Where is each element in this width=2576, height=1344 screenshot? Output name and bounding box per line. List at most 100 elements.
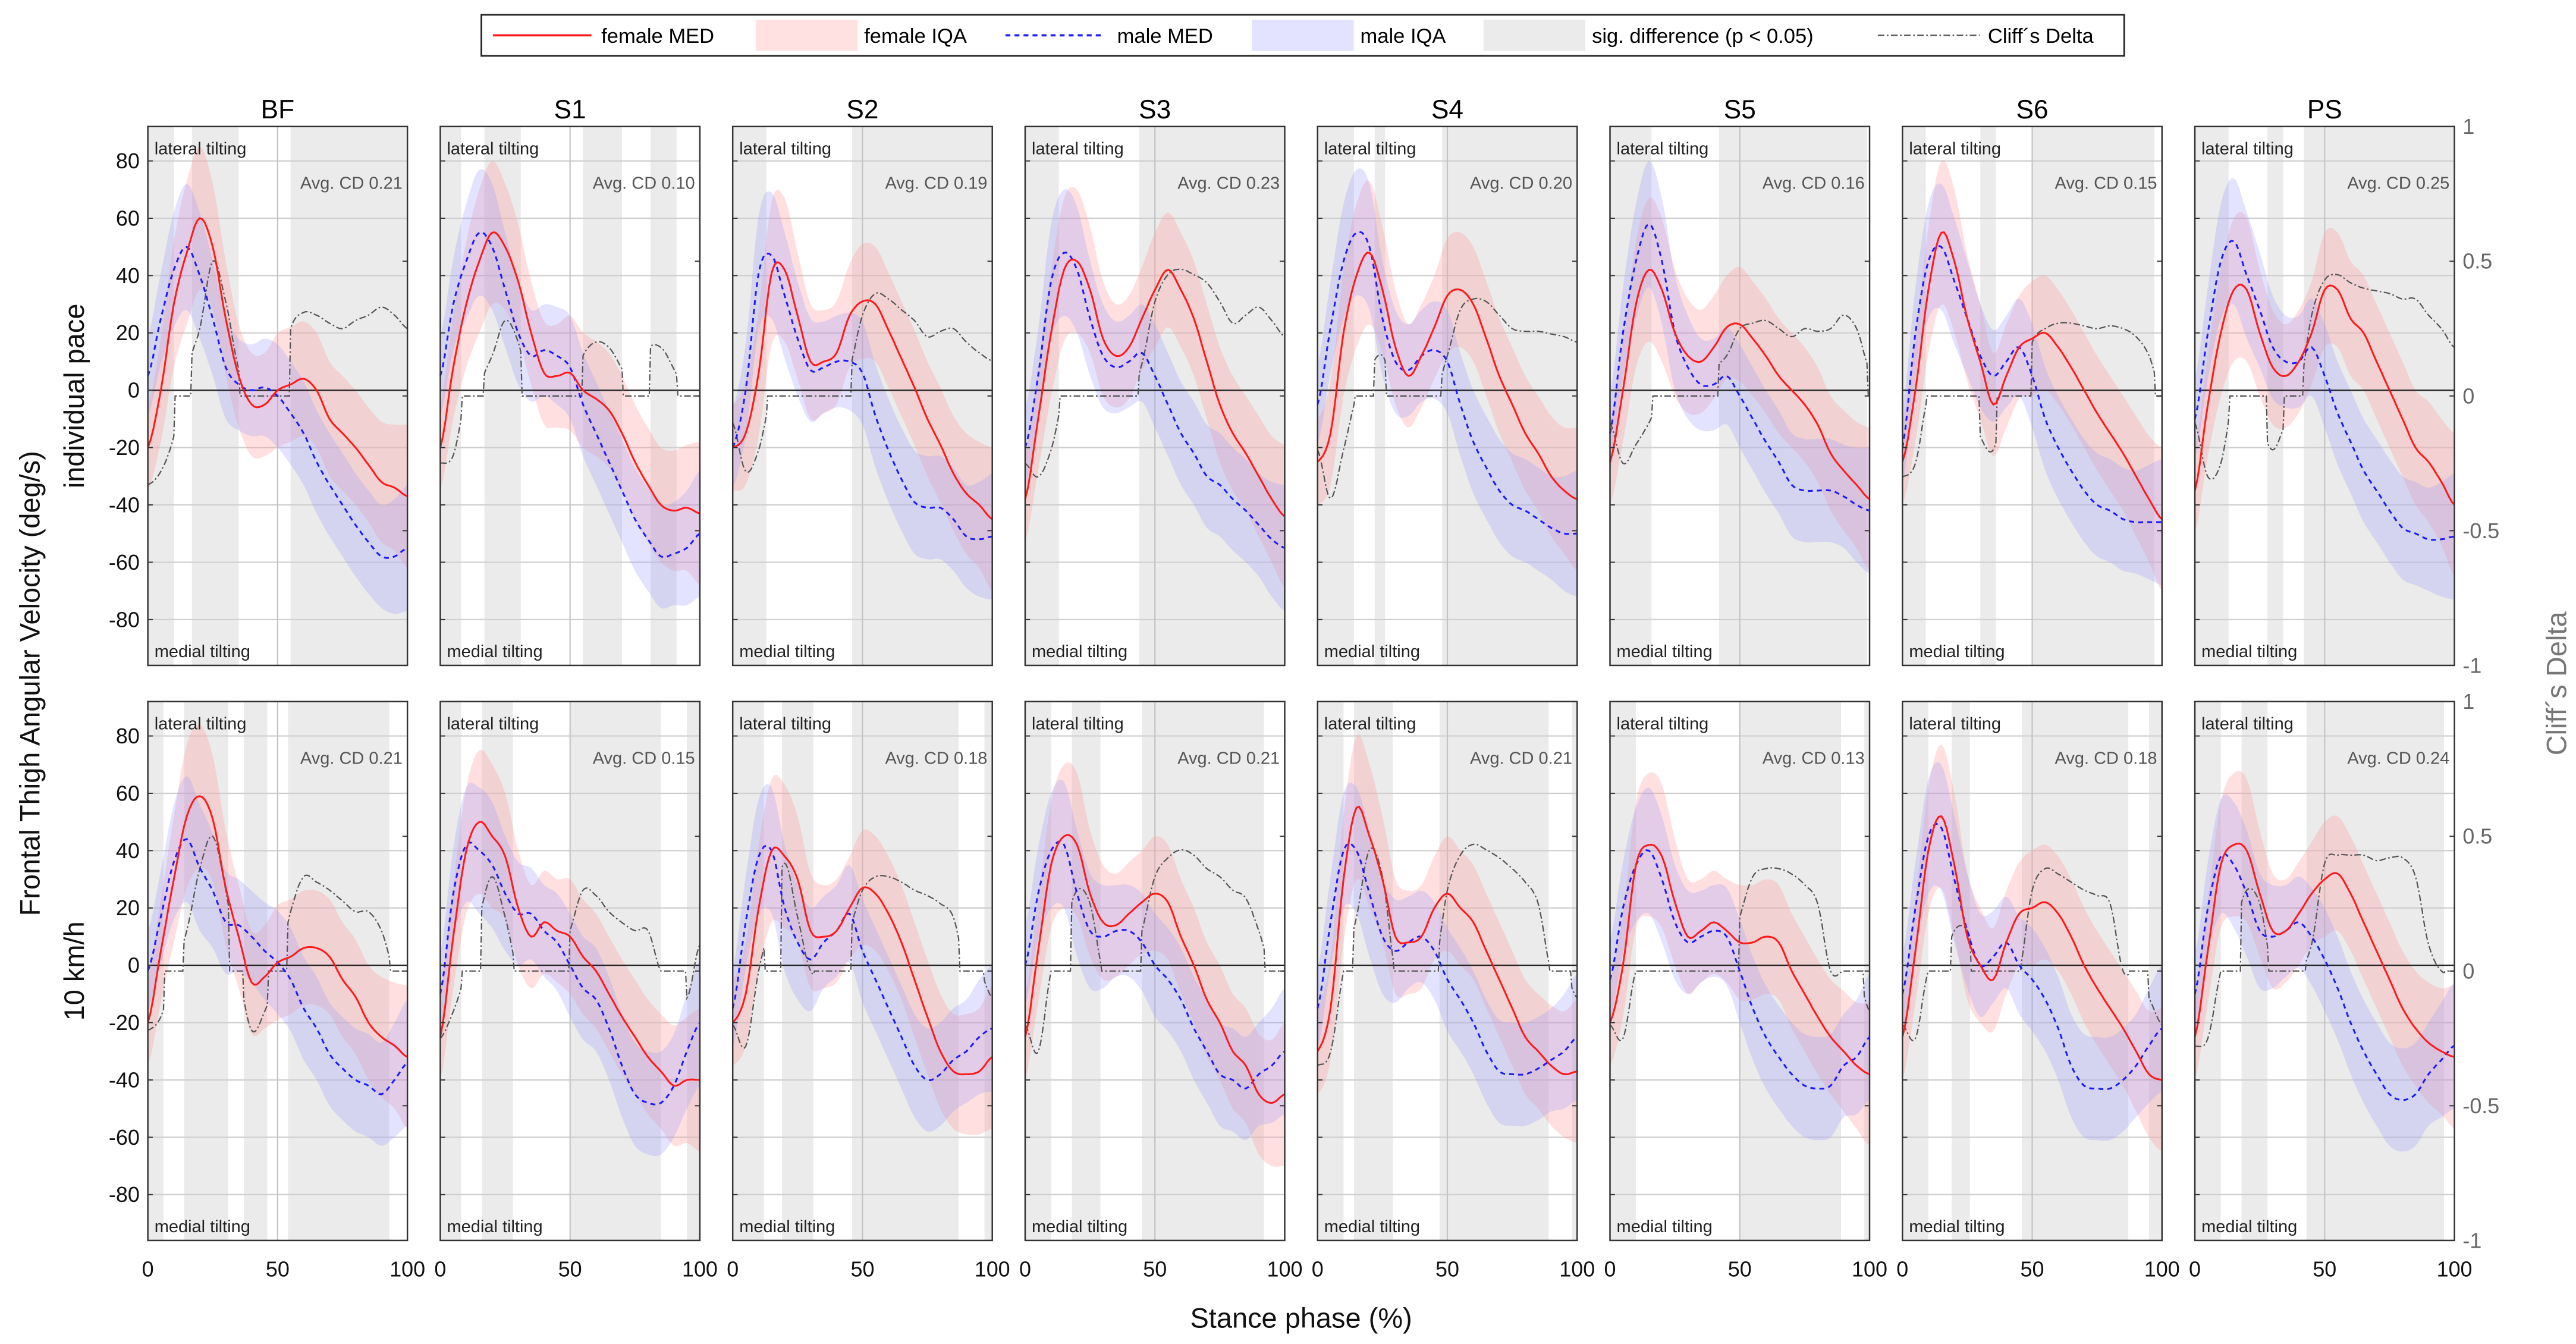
panel-frame [439,701,701,1242]
female-iqr-band [147,146,408,569]
avg-cd-label: Avg. CD 0.21 [300,749,403,768]
panel-s5-row2: lateral tilting medial tilting Avg. CD 0.1… [1604,701,1887,1282]
sig-region [1952,701,1970,1241]
lateral-tilting-label: lateral tilting [1909,140,2001,159]
panel-bf-row2: lateral tilting medial tilting Avg. CD 0.2… [109,701,425,1282]
x-tick-label: 100 [2437,1257,2473,1282]
panel-s2-row1: lateral tilting medial tilting Avg. CD 0.1… [731,95,993,667]
y-tick-label: 80 [116,724,140,748]
female-iqr-band [1610,772,1870,1146]
medial-tilting-label: medial tilting [1909,1217,2005,1236]
sig-region [147,701,164,1241]
x-tick-label: 0 [1019,1257,1031,1282]
medial-tilting-label: medial tilting [1617,1217,1713,1236]
male-iqr-band [440,168,700,609]
sig-region [1902,701,1928,1241]
cliffs-delta-line [2194,274,2455,481]
cliffs-delta-line [1902,322,2162,478]
male-iqr-band [1610,161,1870,574]
cliffs-delta-line [439,876,700,1039]
lateral-tilting-label: lateral tilting [1324,715,1416,734]
male-iqr-band [1902,183,2162,585]
y2-tick-label: -0.5 [2462,1094,2499,1118]
y2-tick-label: 1 [2462,114,2474,139]
female-median-line [147,217,408,498]
x-tick-label: 0 [1604,1257,1616,1282]
panel-s2-row2: lateral tilting medial tilting Avg. CD 0.1… [727,701,1010,1282]
panel-title: S1 [554,95,586,124]
lateral-tilting-label: lateral tilting [1909,715,2001,734]
y-tick-label: 60 [116,781,140,805]
avg-cd-label: Avg. CD 0.21 [1177,749,1280,768]
panels: lateral tilting medial tilting Avg. CD 0.2… [109,95,2499,1282]
x-tick-label: 50 [1728,1257,1752,1282]
x-tick-label: 50 [2021,1257,2044,1282]
medial-tilting-label: medial tilting [1032,1217,1127,1236]
male-iqr-band [440,782,700,1157]
y-axis-title: Frontal Thigh Angular Velocity (deg/s) [14,451,45,916]
x-tick-label: 50 [2313,1257,2336,1282]
panel-title: PS [2307,95,2342,124]
sig-region [1374,126,1386,665]
lateral-tilting-label: lateral tilting [447,140,539,159]
sig-region [184,701,228,1241]
x-tick-label: 100 [2144,1257,2180,1282]
panel-s6-row2: lateral tilting medial tilting Avg. CD 0.1… [1896,701,2180,1282]
panel-s3-row2: lateral tilting medial tilting Avg. CD 0.2… [1019,701,1302,1282]
male-iqr-band [733,784,992,1132]
y2-tick-label: -0.5 [2462,519,2499,543]
medial-tilting-label: medial tilting [155,1217,250,1236]
sig-region [570,701,661,1241]
medial-tilting-label: medial tilting [1617,642,1713,661]
female-median-line [1024,258,1286,517]
sig-region [852,701,959,1241]
x-tick-label: 100 [389,1257,425,1282]
medial-tilting-label: medial tilting [447,642,542,661]
y-tick-label: -20 [109,1010,140,1035]
y2-tick-label: -1 [2462,1228,2481,1252]
male-median-line [1609,849,1871,1090]
y-tick-label: -20 [109,435,140,460]
male-median-line [731,844,993,1082]
avg-cd-label: Avg. CD 0.15 [593,749,695,768]
panel-s3-row1: lateral tilting medial tilting Avg. CD 0.2… [1024,95,1286,667]
male-iqr-band [1610,787,1870,1141]
sig-region [1142,701,1264,1241]
female-iqr-band [1025,762,1285,1167]
sig-region [1610,701,1636,1241]
female-iqr-band [1317,180,1578,571]
avg-cd-label: Avg. CD 0.10 [593,174,695,193]
y-tick-label: 40 [116,263,140,288]
female-iqr-band [2195,771,2455,1129]
female-median-line [732,846,993,1076]
sig-region [1353,701,1393,1241]
sig-region [191,126,239,665]
medial-tilting-label: medial tilting [447,1217,542,1236]
male-iqr-band [1317,168,1578,597]
sig-region [1442,126,1578,665]
avg-cd-label: Avg. CD 0.13 [1763,749,1865,768]
legend-sig-swatch [1483,20,1586,51]
female-median-line [439,231,700,514]
lateral-tilting-label: lateral tilting [1324,140,1416,159]
legend-male-iqa-swatch [1252,20,1354,51]
medial-tilting-label: medial tilting [739,1217,835,1236]
cliffs-delta-line [1609,867,1871,1042]
female-median-line [2194,842,2455,1058]
female-iqr-band [1902,160,2162,591]
male-iqr-band [1025,779,1285,1141]
x-tick-label: 50 [1435,1257,1459,1282]
y2-tick-label: 0 [2462,384,2474,408]
legend-male-med-label: male MED [1117,25,1213,48]
x-tick-label: 0 [142,1257,154,1282]
x-tick-label: 50 [266,1257,290,1282]
panel-bf-row1: lateral tilting medial tilting Avg. CD 0.2… [109,95,409,667]
sig-region [733,126,766,665]
y-tick-label: 0 [128,378,140,403]
x-tick-label: 50 [1143,1257,1167,1282]
male-iqr-band [1025,189,1285,611]
lateral-tilting-label: lateral tilting [1032,140,1124,159]
female-median-line [1317,252,1578,500]
sig-region [484,126,521,665]
y-tick-label: -40 [109,1067,140,1092]
